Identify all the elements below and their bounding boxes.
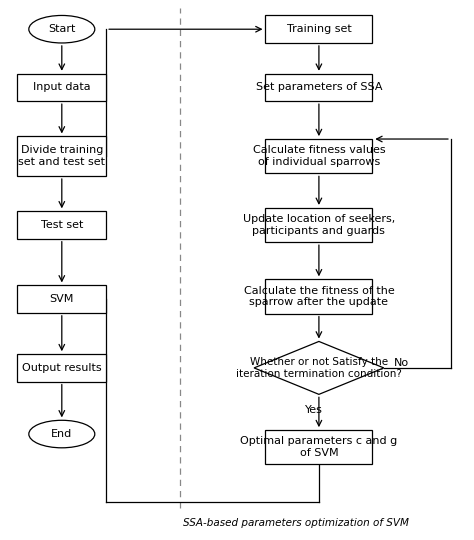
Text: Test set: Test set xyxy=(41,220,83,230)
Text: Training set: Training set xyxy=(286,24,351,34)
Text: Whether or not Satisfy the
iteration termination condition?: Whether or not Satisfy the iteration ter… xyxy=(236,357,402,379)
FancyBboxPatch shape xyxy=(18,137,106,176)
Text: Output results: Output results xyxy=(22,363,101,373)
FancyBboxPatch shape xyxy=(18,354,106,382)
FancyBboxPatch shape xyxy=(265,430,373,464)
Text: Calculate the fitness of the
sparrow after the update: Calculate the fitness of the sparrow aft… xyxy=(244,286,394,307)
Text: Update location of seekers,
participants and guards: Update location of seekers, participants… xyxy=(243,214,395,236)
Ellipse shape xyxy=(29,420,95,448)
FancyBboxPatch shape xyxy=(18,285,106,313)
FancyBboxPatch shape xyxy=(265,279,373,314)
Text: SVM: SVM xyxy=(50,294,74,304)
Text: Calculate fitness values
of individual sparrows: Calculate fitness values of individual s… xyxy=(253,145,385,167)
Text: Divide training
set and test set: Divide training set and test set xyxy=(18,145,105,167)
FancyBboxPatch shape xyxy=(265,139,373,173)
Text: Set parameters of SSA: Set parameters of SSA xyxy=(255,83,382,92)
Text: Yes: Yes xyxy=(305,405,323,415)
Text: Input data: Input data xyxy=(33,83,91,92)
FancyBboxPatch shape xyxy=(265,16,373,43)
Text: Optimal parameters c and g
of SVM: Optimal parameters c and g of SVM xyxy=(240,436,398,458)
Text: SSA-based parameters optimization of SVM: SSA-based parameters optimization of SVM xyxy=(183,518,409,528)
Text: End: End xyxy=(51,429,73,439)
Text: No: No xyxy=(393,357,409,368)
FancyBboxPatch shape xyxy=(18,211,106,239)
Ellipse shape xyxy=(29,16,95,43)
Text: Start: Start xyxy=(48,24,75,34)
FancyBboxPatch shape xyxy=(18,73,106,101)
FancyBboxPatch shape xyxy=(265,73,373,101)
Polygon shape xyxy=(254,341,384,394)
FancyBboxPatch shape xyxy=(265,208,373,242)
